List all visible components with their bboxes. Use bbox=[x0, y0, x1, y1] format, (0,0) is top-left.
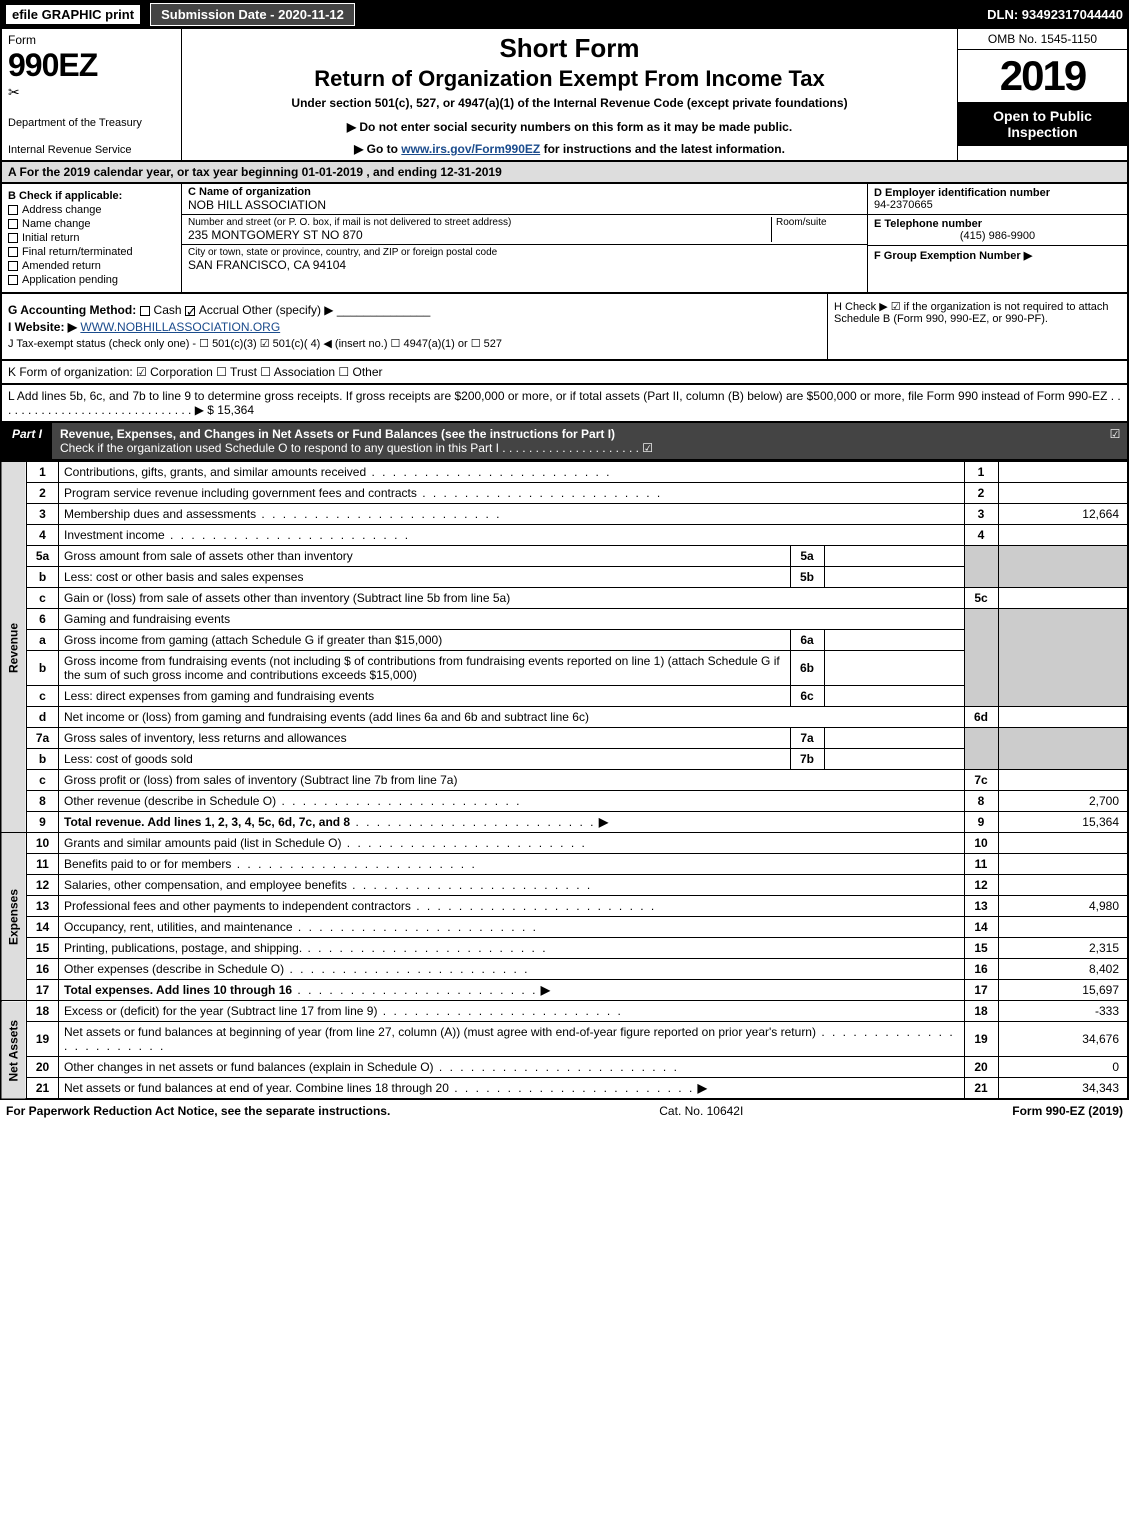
revenue-side: Revenue bbox=[1, 462, 27, 833]
row-k: K Form of organization: ☑ Corporation ☐ … bbox=[0, 361, 1129, 385]
v5c bbox=[998, 588, 1128, 609]
goto-link[interactable]: www.irs.gov/Form990EZ bbox=[401, 142, 540, 156]
room-suite-label: Room/suite bbox=[771, 217, 861, 242]
netassets-side: Net Assets bbox=[1, 1001, 27, 1100]
open-to-public: Open to Public Inspection bbox=[958, 102, 1127, 146]
h-check: H Check ▶ ☑ if the organization is not r… bbox=[827, 294, 1127, 359]
street-label: Number and street (or P. O. box, if mail… bbox=[188, 217, 771, 228]
dept-treasury: Department of the Treasury bbox=[8, 117, 175, 129]
expenses-side: Expenses bbox=[1, 833, 27, 1001]
efile-badge[interactable]: efile GRAPHIC print bbox=[6, 5, 140, 24]
gi-left: G Accounting Method: Cash Accrual Other … bbox=[2, 294, 827, 359]
v1 bbox=[998, 462, 1128, 483]
footer-left: For Paperwork Reduction Act Notice, see … bbox=[6, 1104, 390, 1118]
tax-year: 2019 bbox=[958, 50, 1127, 102]
omb-number: OMB No. 1545-1150 bbox=[958, 29, 1127, 50]
v2 bbox=[998, 483, 1128, 504]
v6d bbox=[998, 707, 1128, 728]
city: SAN FRANCISCO, CA 94104 bbox=[188, 258, 497, 272]
under-section: Under section 501(c), 527, or 4947(a)(1)… bbox=[192, 96, 947, 110]
goto-pre: ▶ Go to bbox=[354, 142, 401, 156]
chk-name[interactable] bbox=[8, 219, 18, 229]
v19: 34,676 bbox=[998, 1022, 1128, 1057]
b-head: B Check if applicable: bbox=[8, 190, 175, 202]
chk-amended[interactable] bbox=[8, 261, 18, 271]
e-phone-label: E Telephone number bbox=[874, 218, 1121, 230]
chk-accrual[interactable] bbox=[185, 306, 195, 316]
header-left: Form 990EZ ✂ Department of the Treasury … bbox=[2, 29, 182, 160]
block-ghij: G Accounting Method: Cash Accrual Other … bbox=[0, 294, 1129, 361]
v20: 0 bbox=[998, 1057, 1128, 1078]
v16: 8,402 bbox=[998, 959, 1128, 980]
chk-address[interactable] bbox=[8, 205, 18, 215]
v9: 15,364 bbox=[998, 812, 1128, 833]
v18: -333 bbox=[998, 1001, 1128, 1022]
part1-title: Revenue, Expenses, and Changes in Net As… bbox=[52, 423, 1103, 459]
form-number: 990EZ bbox=[8, 47, 175, 84]
v10 bbox=[998, 833, 1128, 854]
org-name: NOB HILL ASSOCIATION bbox=[188, 198, 861, 212]
v8: 2,700 bbox=[998, 791, 1128, 812]
v14 bbox=[998, 917, 1128, 938]
part1-header: Part I Revenue, Expenses, and Changes in… bbox=[0, 423, 1129, 461]
footer: For Paperwork Reduction Act Notice, see … bbox=[0, 1100, 1129, 1122]
v7c bbox=[998, 770, 1128, 791]
j-tax-exempt: J Tax-exempt status (check only one) - ☐… bbox=[8, 337, 821, 350]
short-form-title: Short Form bbox=[192, 33, 947, 64]
v4 bbox=[998, 525, 1128, 546]
submission-date: Submission Date - 2020-11-12 bbox=[150, 3, 355, 26]
dln: DLN: 93492317044440 bbox=[987, 7, 1123, 22]
v11 bbox=[998, 854, 1128, 875]
d-ein: 94-2370665 bbox=[874, 199, 1121, 211]
col-c: C Name of organization NOB HILL ASSOCIAT… bbox=[182, 184, 867, 292]
v17: 15,697 bbox=[998, 980, 1128, 1001]
website-link[interactable]: WWW.NOBHILLASSOCIATION.ORG bbox=[80, 320, 280, 334]
col-b: B Check if applicable: Address change Na… bbox=[2, 184, 182, 292]
d-ein-label: D Employer identification number bbox=[874, 187, 1121, 199]
part1-checkbox[interactable]: ☑ bbox=[1103, 423, 1127, 459]
g-accounting: G Accounting Method: Cash Accrual Other … bbox=[8, 303, 821, 317]
i-website: I Website: ▶ WWW.NOBHILLASSOCIATION.ORG bbox=[8, 320, 821, 334]
f-group-label: F Group Exemption Number ▶ bbox=[874, 249, 1121, 262]
v21: 34,343 bbox=[998, 1078, 1128, 1100]
col-de: D Employer identification number 94-2370… bbox=[867, 184, 1127, 292]
street: 235 MONTGOMERY ST NO 870 bbox=[188, 228, 771, 242]
chk-final[interactable] bbox=[8, 247, 18, 257]
form-label: Form bbox=[8, 33, 175, 47]
top-bar: efile GRAPHIC print Submission Date - 20… bbox=[0, 0, 1129, 29]
part1-label: Part I bbox=[2, 423, 52, 459]
goto-line: ▶ Go to www.irs.gov/Form990EZ for instru… bbox=[192, 142, 947, 156]
chk-cash[interactable] bbox=[140, 306, 150, 316]
row-a-tax-year: A For the 2019 calendar year, or tax yea… bbox=[0, 162, 1129, 184]
chk-initial[interactable] bbox=[8, 233, 18, 243]
do-not-enter: ▶ Do not enter social security numbers o… bbox=[192, 120, 947, 134]
footer-right: Form 990-EZ (2019) bbox=[1012, 1104, 1123, 1118]
header-right: OMB No. 1545-1150 2019 Open to Public In… bbox=[957, 29, 1127, 160]
l-val: $ 15,364 bbox=[207, 403, 254, 417]
footer-cat: Cat. No. 10642I bbox=[659, 1104, 743, 1118]
header-mid: Short Form Return of Organization Exempt… bbox=[182, 29, 957, 160]
v3: 12,664 bbox=[998, 504, 1128, 525]
irs: Internal Revenue Service bbox=[8, 144, 175, 156]
v12 bbox=[998, 875, 1128, 896]
city-label: City or town, state or province, country… bbox=[188, 247, 497, 258]
entity-block: B Check if applicable: Address change Na… bbox=[0, 184, 1129, 294]
form-header: Form 990EZ ✂ Department of the Treasury … bbox=[0, 29, 1129, 162]
part1-table: Revenue 1Contributions, gifts, grants, a… bbox=[0, 461, 1129, 1100]
goto-post: for instructions and the latest informat… bbox=[544, 142, 785, 156]
row-l: L Add lines 5b, 6c, and 7b to line 9 to … bbox=[0, 385, 1129, 423]
e-phone: (415) 986-9900 bbox=[874, 230, 1121, 242]
return-title: Return of Organization Exempt From Incom… bbox=[192, 66, 947, 92]
v15: 2,315 bbox=[998, 938, 1128, 959]
chk-pending[interactable] bbox=[8, 275, 18, 285]
c-name-label: C Name of organization bbox=[188, 186, 861, 198]
v13: 4,980 bbox=[998, 896, 1128, 917]
